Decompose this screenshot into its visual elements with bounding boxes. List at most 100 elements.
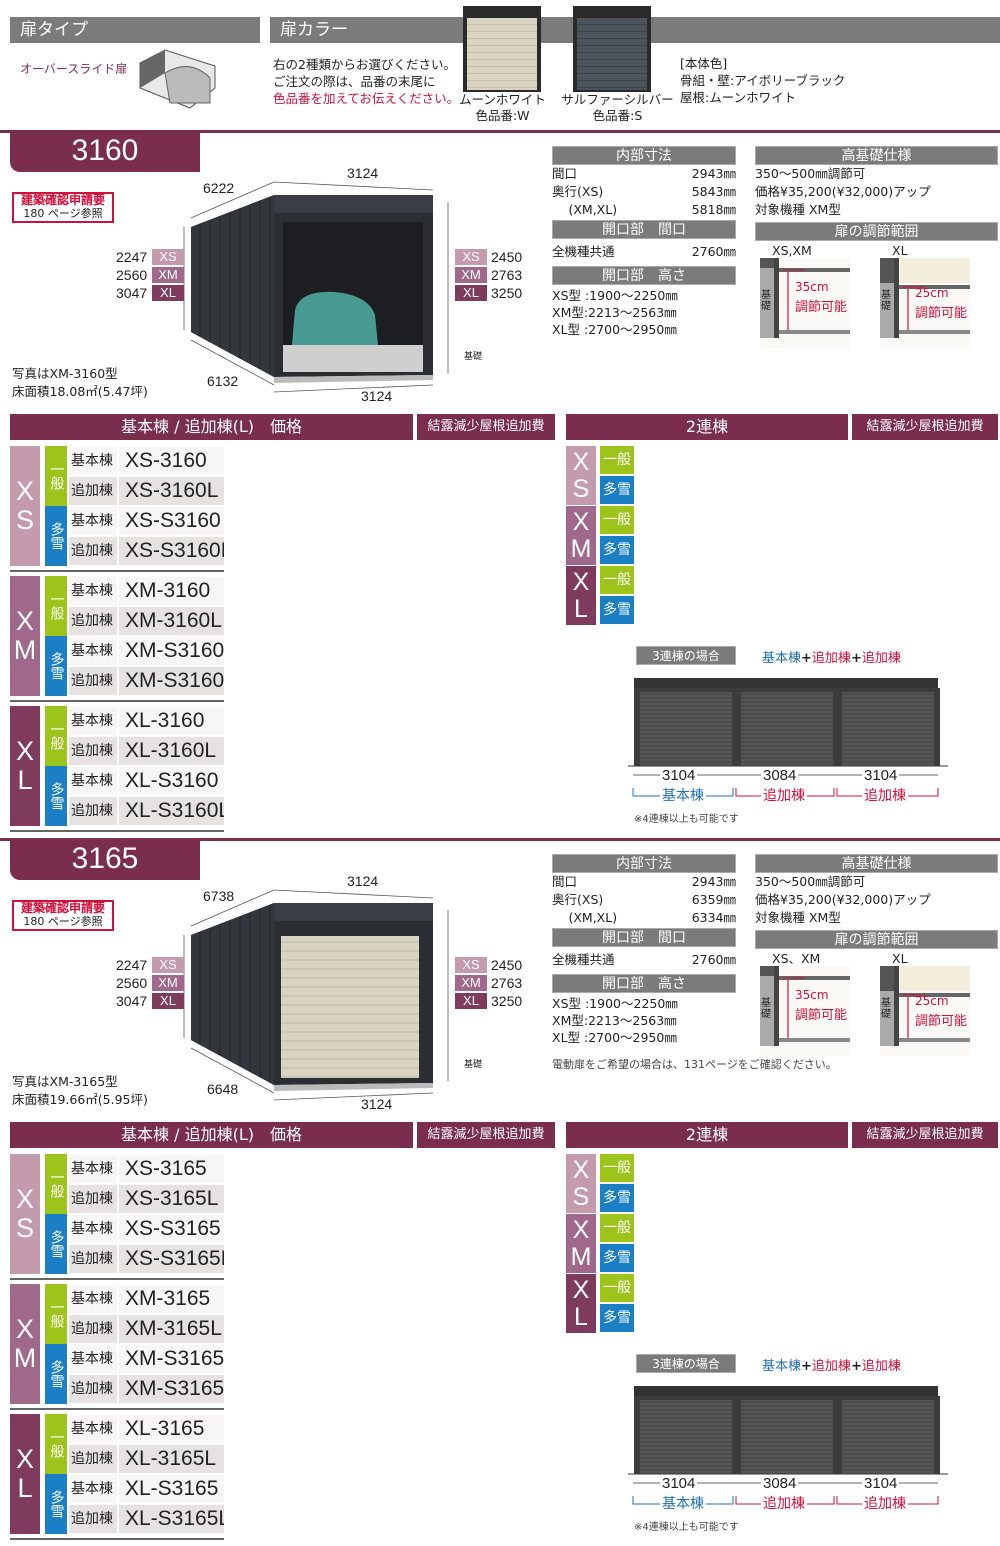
height-value: 2763 <box>491 267 523 283</box>
triple-note: ※4連棟以上も可能です <box>634 814 739 825</box>
spec-label: 間口 <box>552 874 578 889</box>
triple-width: 3104 <box>862 767 900 784</box>
opening-height-row: XS型 :1900〜2250㎜ <box>552 996 678 1011</box>
building-kind: 基本棟 <box>69 447 117 475</box>
model-number[interactable]: XM-3160 <box>119 577 224 605</box>
opening-width-header: 開口部 間口 <box>552 928 736 947</box>
model-number[interactable]: XM-S3165 <box>119 1345 224 1373</box>
opening-width-header: 開口部 間口 <box>552 220 736 239</box>
size-letter: M <box>13 635 37 665</box>
model-number[interactable]: XM-3165 <box>119 1285 224 1313</box>
spec-value: 5818㎜ <box>691 202 736 217</box>
high-base-row: 対象機種 XM型 <box>755 910 841 925</box>
formula-part: 基本棟 <box>762 651 802 666</box>
model-number[interactable]: XM-S3160L <box>119 667 224 695</box>
size-letter: S <box>572 1182 590 1211</box>
permit-title: 建築確認申請要 <box>20 901 105 915</box>
dim-depth-top: 6738 <box>203 888 235 904</box>
height-value: 3047 <box>116 993 148 1009</box>
twin-type: 多雪 <box>600 596 634 624</box>
model-number[interactable]: XL-3160L <box>119 737 224 765</box>
model-section-3165: 3165 建築確認申請要 180 ページ参照 6738 3124 6648 3124 基礎 22… <box>0 838 1000 1546</box>
adjust-label: XL <box>892 951 908 966</box>
size-label: XM <box>455 267 487 283</box>
building-kind: 基本棟 <box>69 507 117 535</box>
section-divider <box>0 130 1000 133</box>
model-number[interactable]: XS-3165L <box>119 1185 224 1213</box>
type-block: 一般 <box>45 576 67 636</box>
opening-height-row: XL型 :2700〜2950㎜ <box>552 1030 677 1045</box>
size-letter: X <box>572 1215 590 1244</box>
opening-height-row: XM型:2213〜2563㎜ <box>552 1013 677 1028</box>
adjust-range: 35cm <box>795 280 829 294</box>
model-number[interactable]: XS-3165 <box>119 1155 224 1183</box>
adjust-text: 調節可能 <box>915 1014 968 1029</box>
triple-part: 基本棟 <box>660 788 706 804</box>
building-kind: 追加棟 <box>69 1445 117 1473</box>
model-number[interactable]: XL-3165 <box>119 1415 224 1443</box>
model-number[interactable]: XS-S3160 <box>119 507 224 535</box>
model-number[interactable]: XL-S3160 <box>119 767 224 795</box>
formula-part: 基本棟 <box>762 1359 802 1374</box>
adjust-range: 25cm <box>915 994 949 1008</box>
spec-value: 6359㎜ <box>691 892 736 907</box>
high-base-row: 350〜500㎜調節可 <box>755 874 866 889</box>
building-kind: 追加棟 <box>69 797 117 825</box>
base-label: 基礎 <box>881 290 891 312</box>
triple-label: 3連棟の場合 <box>636 646 736 665</box>
price-header: 基本棟 / 追加棟(L) 価格 <box>10 1122 413 1148</box>
building-kind: 追加棟 <box>69 477 117 505</box>
height-value: 3250 <box>491 993 523 1009</box>
size-letter: M <box>13 1343 37 1373</box>
size-letter: X <box>15 1444 34 1474</box>
color-swatch-silver[interactable] <box>573 6 651 92</box>
model-number[interactable]: XM-3160L <box>119 607 224 635</box>
model-number[interactable]: XM-S3160 <box>119 637 224 665</box>
high-base-header: 高基礎仕様 <box>755 854 998 873</box>
model-number[interactable]: XM-3165L <box>119 1315 224 1343</box>
model-number[interactable]: XS-S3160L <box>119 537 224 565</box>
building-kind: 基本棟 <box>69 767 117 795</box>
dim-depth-bottom: 6132 <box>207 373 239 389</box>
inner-dims-header: 内部寸法 <box>552 146 736 165</box>
size-label: XM <box>152 267 184 283</box>
model-number[interactable]: XS-S3165 <box>119 1215 224 1243</box>
type-block: 多雪 <box>45 766 67 826</box>
car <box>292 291 378 345</box>
model-number[interactable]: XL-S3160L <box>119 797 224 825</box>
opening-height-header: 開口部 高さ <box>552 974 736 993</box>
garage-door <box>281 936 419 1078</box>
spec-value: 2943㎜ <box>691 166 736 181</box>
model-number[interactable]: XL-S3165L <box>119 1505 224 1533</box>
model-number[interactable]: XL-3165L <box>119 1445 224 1473</box>
size-letter: X <box>15 1314 34 1344</box>
model-number[interactable]: XS-3160 <box>119 447 224 475</box>
height-value: 2560 <box>116 975 148 991</box>
triple-part: 基本棟 <box>660 1496 706 1512</box>
model-number[interactable]: XL-S3165 <box>119 1475 224 1503</box>
dim-width-bottom: 3124 <box>361 388 393 404</box>
type-block: 一般 <box>45 1414 67 1474</box>
high-base-row: 対象機種 XM型 <box>755 202 841 217</box>
size-label: XL <box>152 285 184 301</box>
photo-note: 写真はXM-3160型 <box>12 366 118 381</box>
overslide-door-illustration <box>139 49 216 109</box>
spec-label: 奥行(XS) <box>552 892 604 907</box>
model-number[interactable]: XS-S3165L <box>119 1245 224 1273</box>
group-divider <box>10 830 224 832</box>
size-letter: X <box>572 567 590 596</box>
permit-sub: 180 ページ参照 <box>23 207 103 220</box>
instruction-line: 右の2種類からお選びください。 <box>273 57 456 72</box>
height-value: 2560 <box>116 267 148 283</box>
door-type-name: オーバースライド扉 <box>20 62 128 76</box>
color-code: 色品番:S <box>592 108 643 123</box>
base-label: 基礎 <box>761 998 771 1020</box>
opening-height-row: XL型 :2700〜2950㎜ <box>552 322 677 337</box>
size-label: XL <box>455 285 487 301</box>
model-number[interactable]: XS-3160L <box>119 477 224 505</box>
model-number[interactable]: XM-S3165L <box>119 1375 224 1403</box>
model-number[interactable]: XL-3160 <box>119 707 224 735</box>
color-swatch-white[interactable] <box>463 6 541 92</box>
